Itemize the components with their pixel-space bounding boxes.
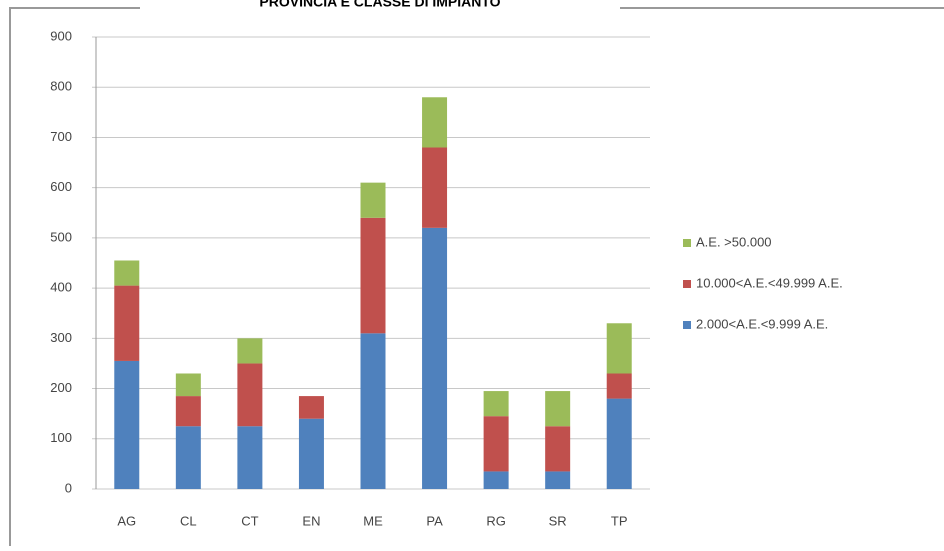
y-tick-label: 800 [50,79,72,94]
y-tick-label: 100 [50,430,72,445]
bar-segment [175,373,201,397]
y-tick-label: 0 [65,480,72,495]
legend-swatch [683,321,691,329]
x-tick-label: EN [302,513,320,528]
bar-segment [237,363,263,427]
legend-label: A.E. >50.000 [696,234,772,249]
y-tick-label: 700 [50,129,72,144]
bar-segment [545,391,571,427]
y-tick-label: 400 [50,280,72,295]
bar-segment [483,471,509,489]
bar-segment [606,398,632,489]
bar-segment [606,373,632,399]
bar-segment [606,323,632,374]
bar-segment [422,97,448,148]
y-tick-label: 200 [50,380,72,395]
legend-swatch [683,239,691,247]
bar-segment [237,426,263,489]
chart-title: PROVINCIA E CLASSE DI IMPIANTO [259,0,500,10]
bar-segment [237,338,263,364]
x-tick-label: AG [117,513,136,528]
bar-segment [360,182,386,218]
bar-segment [114,285,140,361]
legend-label: 10.000<A.E.<49.999 A.E. [696,275,843,290]
x-tick-label: PA [426,513,443,528]
y-tick-label: 300 [50,330,72,345]
bar-segment [175,396,201,427]
bar-segment [422,147,448,228]
y-tick-label: 600 [50,179,72,194]
bar-segment [114,260,140,286]
bar-segment [298,396,324,419]
legend-swatch [683,280,691,288]
x-tick-label: SR [549,513,567,528]
bar-segment [298,418,324,489]
x-tick-label: CL [180,513,197,528]
bar-segment [545,471,571,489]
y-tick-label: 900 [50,28,72,43]
bar-segment [422,227,448,489]
bar-segment [483,416,509,472]
title-backdrop [140,0,620,9]
bar-segment [360,217,386,334]
x-tick-label: TP [611,513,628,528]
bar-segment [545,426,571,472]
bar-segment [483,391,509,417]
y-tick-label: 500 [50,229,72,244]
x-tick-label: ME [363,513,383,528]
bar-segment [360,333,386,489]
legend-label: 2.000<A.E.<9.999 A.E. [696,316,828,331]
x-tick-label: RG [486,513,506,528]
bar-segment [114,360,140,489]
bar-segment [175,426,201,489]
x-tick-label: CT [241,513,258,528]
